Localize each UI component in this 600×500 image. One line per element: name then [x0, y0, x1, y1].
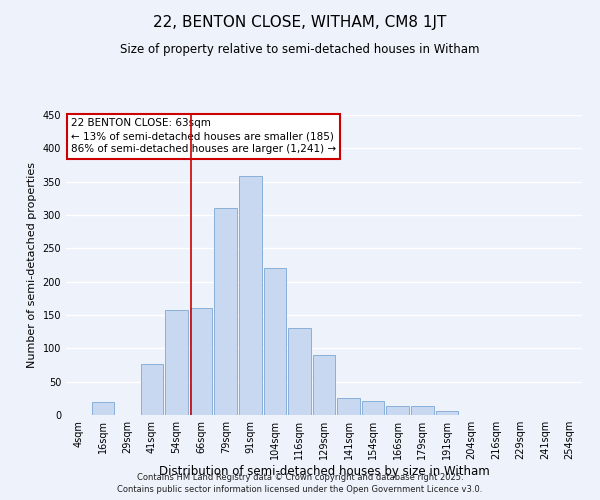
- Y-axis label: Number of semi-detached properties: Number of semi-detached properties: [27, 162, 37, 368]
- Text: Size of property relative to semi-detached houses in Witham: Size of property relative to semi-detach…: [120, 42, 480, 56]
- Bar: [288, 328, 311, 415]
- Bar: [313, 355, 335, 415]
- Text: 22, BENTON CLOSE, WITHAM, CM8 1JT: 22, BENTON CLOSE, WITHAM, CM8 1JT: [154, 15, 446, 30]
- Bar: [140, 364, 163, 415]
- Bar: [92, 402, 114, 415]
- Bar: [436, 411, 458, 415]
- Bar: [362, 401, 385, 415]
- Text: Contains HM Land Registry data © Crown copyright and database right 2025.: Contains HM Land Registry data © Crown c…: [137, 473, 463, 482]
- Text: 22 BENTON CLOSE: 63sqm
← 13% of semi-detached houses are smaller (185)
86% of se: 22 BENTON CLOSE: 63sqm ← 13% of semi-det…: [71, 118, 336, 154]
- X-axis label: Distribution of semi-detached houses by size in Witham: Distribution of semi-detached houses by …: [158, 465, 490, 478]
- Bar: [165, 310, 188, 415]
- Bar: [337, 398, 360, 415]
- Bar: [214, 208, 237, 415]
- Bar: [386, 406, 409, 415]
- Bar: [263, 268, 286, 415]
- Bar: [190, 308, 212, 415]
- Bar: [239, 176, 262, 415]
- Text: Contains public sector information licensed under the Open Government Licence v3: Contains public sector information licen…: [118, 484, 482, 494]
- Bar: [411, 406, 434, 415]
